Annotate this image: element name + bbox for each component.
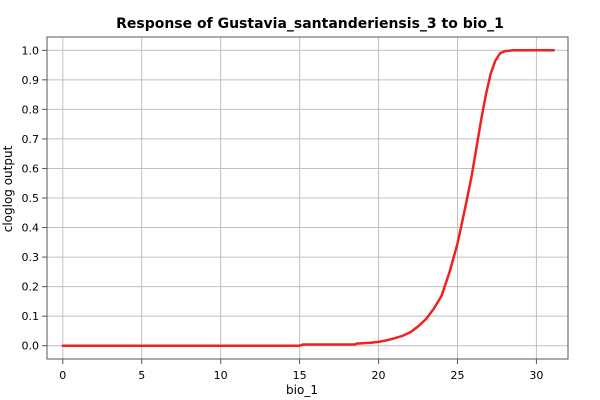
y-tick-label: 0.3 [22,251,40,264]
x-tick-label: 10 [214,369,228,382]
y-tick-label: 0.7 [22,133,40,146]
y-axis: 0.0 0.1 0.2 0.3 0.4 0.5 0.6 0.7 0.8 0.9 1.0 [22,44,47,353]
y-tick-label: 0.0 [22,340,40,353]
x-tick-label: 15 [293,369,307,382]
response-curve [61,49,556,347]
y-tick-label: 1.0 [22,44,40,57]
x-axis: 0 5 10 15 20 25 30 [59,359,543,382]
y-tick-label: 0.1 [22,310,40,323]
y-tick-label: 0.8 [22,103,40,116]
x-tick-label: 20 [372,369,386,382]
y-tick-label: 0.4 [22,222,40,235]
x-tick-label: 5 [138,369,145,382]
x-tick-label: 30 [529,369,543,382]
y-tick-label: 0.5 [22,192,40,205]
series-group [61,49,556,347]
y-tick-label: 0.6 [22,162,40,175]
y-tick-label: 0.9 [22,74,40,87]
grid [47,37,568,359]
x-axis-label: bio_1 [286,383,318,397]
x-tick-label: 25 [450,369,464,382]
y-tick-label: 0.2 [22,281,40,294]
chart-title: Response of Gustavia_santanderiensis_3 t… [116,16,504,32]
x-tick-label: 0 [59,369,66,382]
y-axis-label: cloglog output [1,145,15,232]
